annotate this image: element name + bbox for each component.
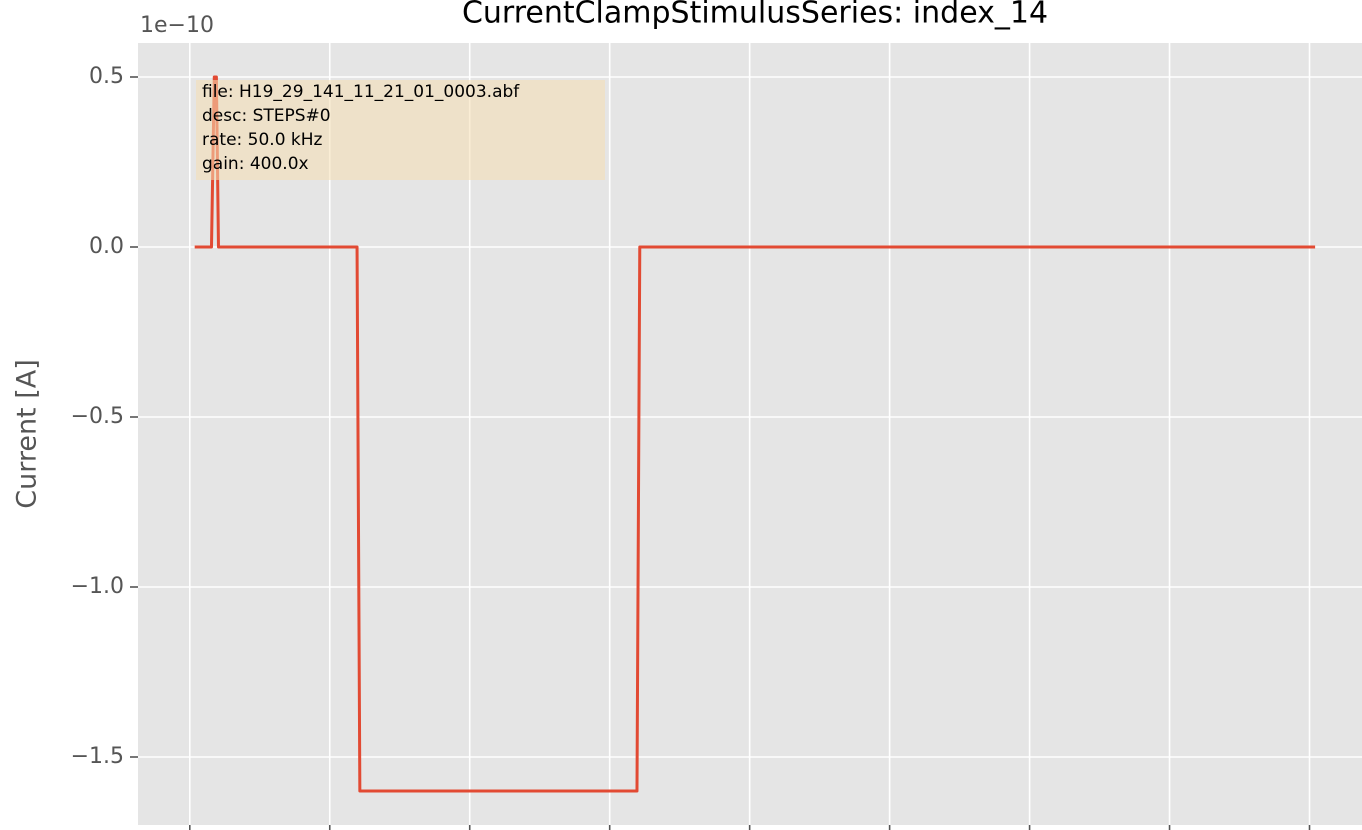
y-offset-label: 1e−10 [140, 13, 214, 38]
annotation-line: gain: 400.0x [202, 154, 309, 174]
y-tick-label: −1.0 [71, 574, 124, 599]
y-tick-label: 0.5 [89, 64, 124, 89]
chart-title: CurrentClampStimulusSeries: index_14 [462, 0, 1048, 31]
y-tick-label: −1.5 [71, 744, 124, 769]
annotation-line: desc: STEPS#0 [202, 106, 331, 126]
annotation-line: rate: 50.0 kHz [202, 130, 323, 150]
annotation-box [196, 80, 605, 180]
annotation-line: file: H19_29_141_11_21_01_0003.abf [202, 82, 520, 102]
y-tick-label: 0.0 [89, 234, 124, 259]
y-axis-label: Current [A] [12, 359, 43, 509]
y-tick-label: −0.5 [71, 404, 124, 429]
annotation: file: H19_29_141_11_21_01_0003.abf desc: … [196, 80, 605, 180]
